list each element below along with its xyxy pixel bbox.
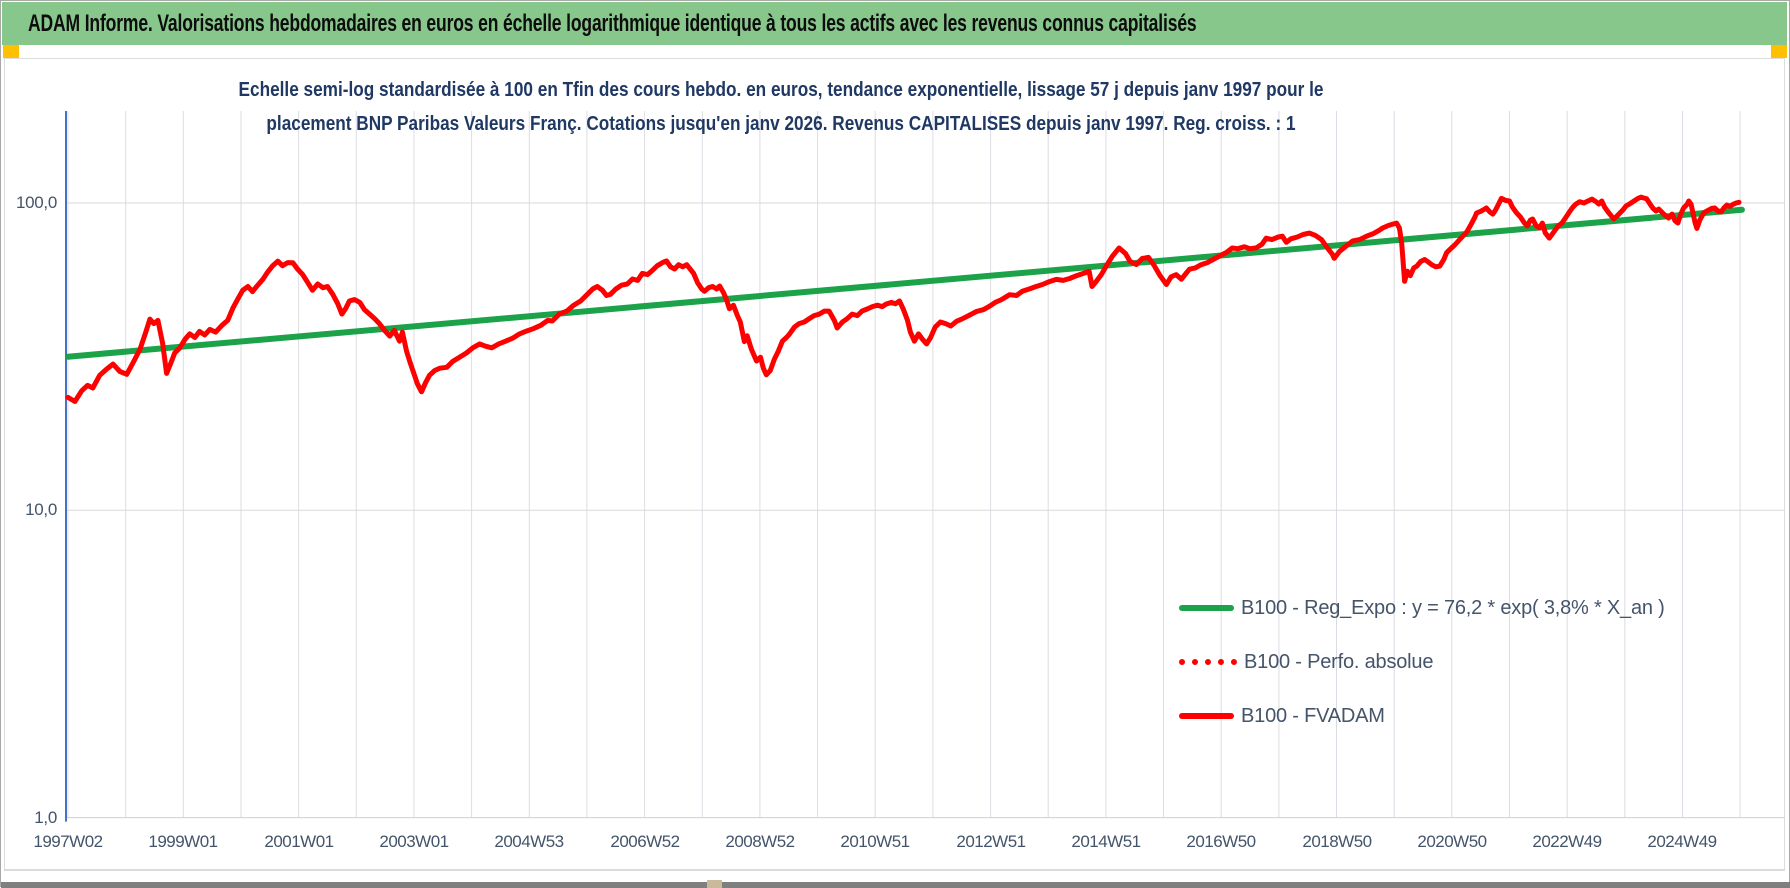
legend-item-fvadam: B100 - FVADAM bbox=[1179, 703, 1385, 729]
report-title: ADAM Informe. Valorisations hebdomadaire… bbox=[28, 9, 1197, 37]
y-tick-label: 100,0 bbox=[15, 193, 57, 212]
y-tick-label: 1,0 bbox=[34, 807, 57, 827]
x-tick-label: 2010W51 bbox=[840, 832, 910, 851]
x-tick-label: 2016W50 bbox=[1186, 832, 1256, 851]
panel-bottom-divider bbox=[4, 870, 1785, 871]
legend-item-reg-expo: B100 - Reg_Expo : y = 76,2 * exp( 3,8% *… bbox=[1179, 595, 1665, 621]
legend-item-perfo-absolue: B100 - Perfo. absolue bbox=[1179, 649, 1433, 675]
x-tick-label: 2004W53 bbox=[494, 832, 564, 851]
chart-panel bbox=[4, 58, 1785, 870]
chart-title-line2: placement BNP Paribas Valeurs Franç. Cot… bbox=[266, 113, 1296, 135]
legend-label-fvadam: B100 - FVADAM bbox=[1241, 704, 1385, 727]
x-tick-label: 2003W01 bbox=[379, 832, 449, 851]
legend-swatch-red-line bbox=[1179, 713, 1234, 719]
legend-label-reg-expo: B100 - Reg_Expo : y = 76,2 * exp( 3,8% *… bbox=[1241, 596, 1665, 619]
legend-swatch-green-line bbox=[1179, 605, 1234, 611]
report-header: ADAM Informe. Valorisations hebdomadaire… bbox=[2, 2, 1787, 45]
chart-title-line1: Echelle semi-log standardisée à 100 en T… bbox=[238, 79, 1324, 101]
legend-label-perfo-absolue: B100 - Perfo. absolue bbox=[1244, 650, 1434, 673]
x-tick-label: 2008W52 bbox=[725, 832, 795, 851]
x-tick-label: 2001W01 bbox=[264, 832, 334, 851]
yellow-accent-right bbox=[1771, 45, 1787, 58]
x-tick-label: 1997W02 bbox=[33, 832, 103, 851]
x-tick-label: 1999W01 bbox=[148, 832, 218, 851]
x-tick-label: 2006W52 bbox=[610, 832, 680, 851]
series-b100-fvadam bbox=[65, 194, 1742, 404]
yellow-accent-left bbox=[3, 45, 19, 58]
x-tick-label: 2014W51 bbox=[1071, 832, 1141, 851]
chart-title: Echelle semi-log standardisée à 100 en T… bbox=[201, 73, 1362, 141]
y-tick-label: 10,0 bbox=[25, 500, 57, 520]
x-tick-label: 2022W49 bbox=[1532, 832, 1602, 851]
window-bottom-bar bbox=[1, 882, 1790, 888]
x-tick-label: 2018W50 bbox=[1302, 832, 1372, 851]
x-tick-label: 2024W49 bbox=[1647, 832, 1717, 851]
bottom-tan-accent bbox=[707, 880, 722, 888]
x-tick-label: 2012W51 bbox=[956, 832, 1026, 851]
legend-swatch-red-dotted-line bbox=[1179, 659, 1237, 665]
x-tick-label: 2020W50 bbox=[1417, 832, 1487, 851]
